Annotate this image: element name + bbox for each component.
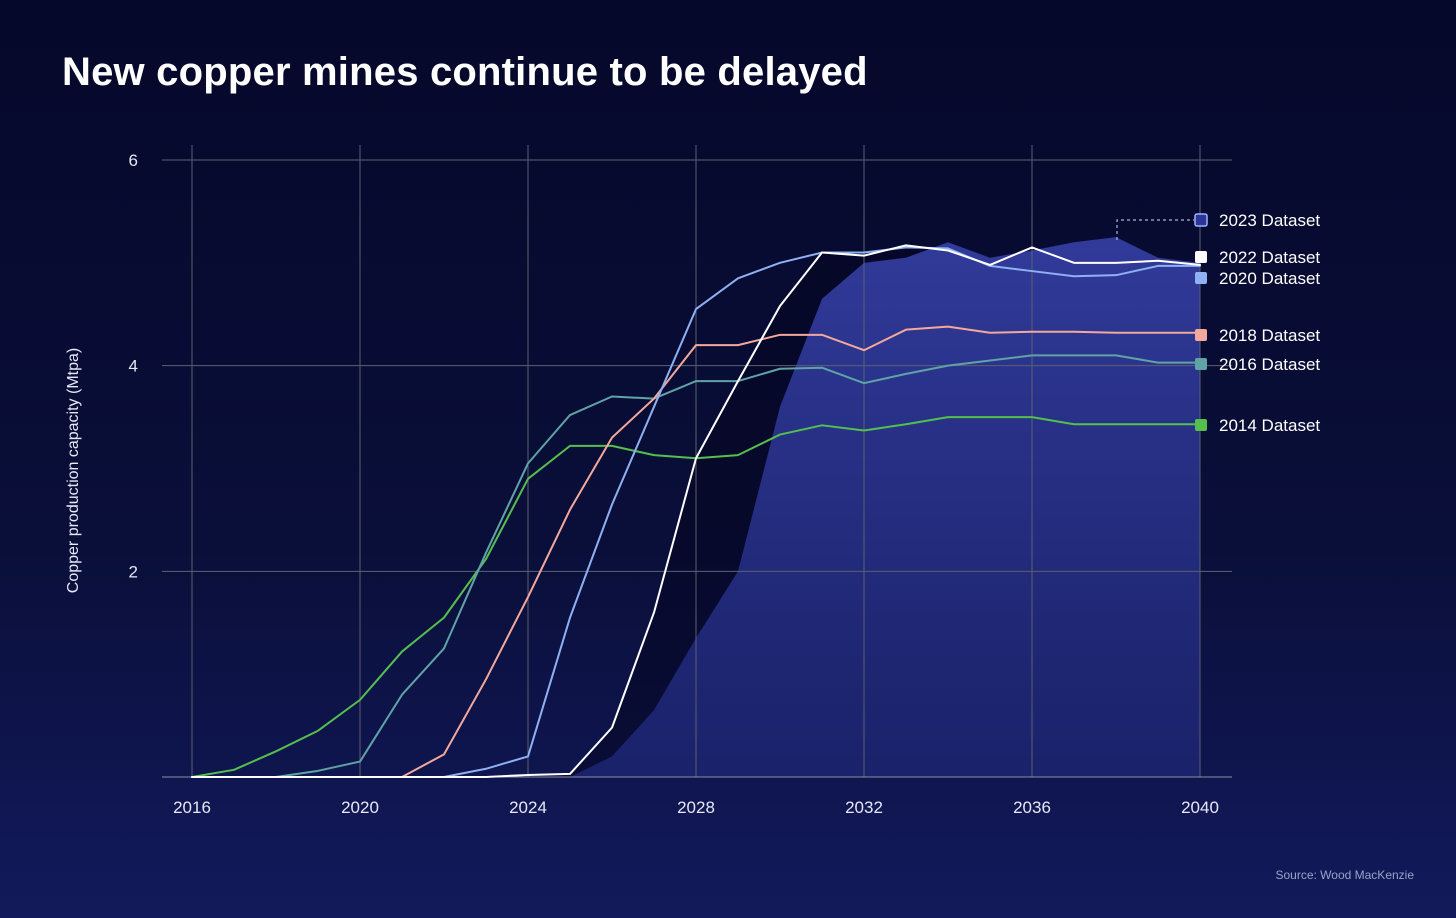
legend-label-2020-dataset: 2020 Dataset xyxy=(1219,269,1320,288)
legend-marker-2020-dataset xyxy=(1195,272,1207,284)
x-tick-label: 2024 xyxy=(509,798,547,817)
line-layer xyxy=(191,244,1201,778)
legend-label-2023-dataset: 2023 Dataset xyxy=(1219,211,1320,230)
y-tick-label: 6 xyxy=(129,151,138,170)
axis-layer: 2016 2020 2024 2028 2032 2036 2040 2 4 6 Copper pr… xyxy=(65,151,1219,817)
legend-marker-2023-dataset xyxy=(1194,213,1208,227)
x-tick-label: 2020 xyxy=(341,798,379,817)
source-note: Source: Wood MacKenzie xyxy=(1275,868,1414,882)
legend-label-2016-dataset: 2016 Dataset xyxy=(1219,355,1320,374)
y-tick-label: 4 xyxy=(129,357,138,376)
legend-marker-2016-dataset xyxy=(1195,358,1207,370)
x-tick-label: 2036 xyxy=(1013,798,1051,817)
legend-marker-2018-dataset xyxy=(1195,329,1207,341)
legend-marker-2022-dataset xyxy=(1195,251,1207,263)
chart-title: New copper mines continue to be delayed xyxy=(62,50,868,94)
area-2023-dataset xyxy=(192,237,1200,777)
area-layer xyxy=(192,237,1200,777)
grid-layer xyxy=(162,145,1232,778)
line-2022-dataset xyxy=(191,244,1201,778)
legend-label-2022-dataset: 2022 Dataset xyxy=(1219,248,1320,267)
line-2016-dataset xyxy=(191,354,1201,778)
x-tick-label: 2040 xyxy=(1181,798,1219,817)
x-tick-label: 2028 xyxy=(677,798,715,817)
legend-connector-2023 xyxy=(1116,219,1194,240)
x-tick-label: 2032 xyxy=(845,798,883,817)
y-axis-title: Copper production capacity (Mtpa) xyxy=(65,348,82,593)
legend-layer: 2023 Dataset 2022 Dataset 2020 Dataset 2018… xyxy=(1116,211,1320,435)
legend-label-2018-dataset: 2018 Dataset xyxy=(1219,326,1320,345)
y-tick-label: 2 xyxy=(129,562,138,581)
x-tick-label: 2016 xyxy=(173,798,211,817)
legend-marker-2014-dataset xyxy=(1195,419,1207,431)
legend-label-2014-dataset: 2014 Dataset xyxy=(1219,416,1320,435)
